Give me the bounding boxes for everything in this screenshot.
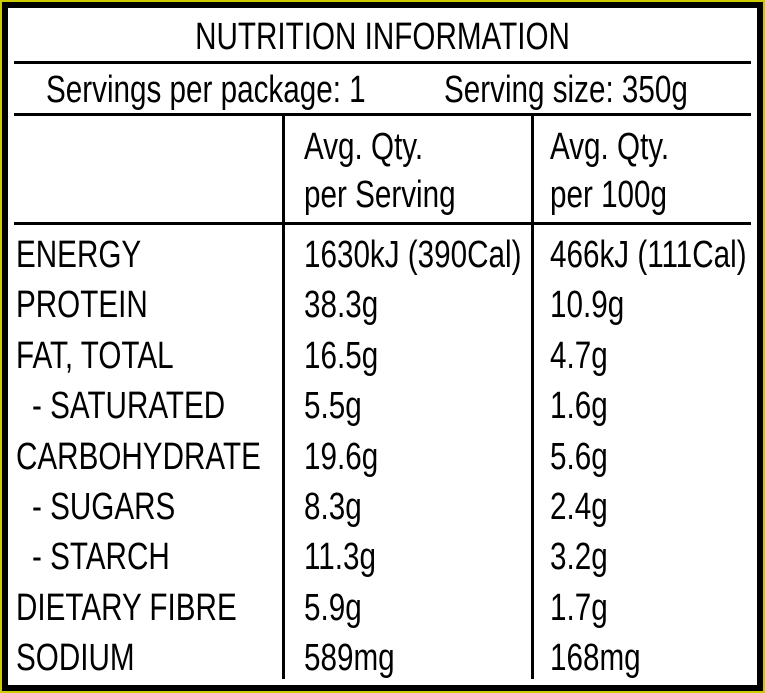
nutrient-name: FAT, TOTAL [16, 334, 174, 377]
nutrient-value: 4.7g [550, 334, 608, 377]
column-header: per 100g [550, 174, 668, 216]
nutrient-name: - SATURATED [32, 385, 226, 428]
nutrient-value: 5.6g [550, 435, 608, 478]
divider [14, 113, 751, 116]
column-divider [282, 116, 285, 679]
servings: Servings per package: 1 [46, 69, 366, 111]
column-header: Avg. Qty. [304, 126, 424, 168]
nutrient-value: 1630kJ (390Cal) [304, 234, 522, 276]
nutrient-value: 3.2g [550, 536, 608, 579]
nutrient-value: 5.9g [304, 586, 362, 629]
nutrient-name: - STARCH [32, 536, 170, 579]
divider [14, 61, 751, 64]
divider [14, 222, 751, 225]
column-header: Avg. Qty. [550, 126, 670, 168]
nutrient-value: 11.3g [304, 536, 376, 579]
nutrient-value: 1.7g [550, 586, 608, 629]
nutrient-value: 8.3g [304, 486, 362, 528]
column-header: per Serving [304, 174, 456, 216]
nutrient-value: 5.5g [304, 385, 362, 428]
nutrient-name: PROTEIN [16, 284, 148, 327]
nutrient-value: 38.3g [304, 284, 379, 327]
nutrient-value: 589mg [304, 637, 395, 680]
nutrient-value: 19.6g [304, 435, 379, 478]
title: NUTRITION INFORMATION [195, 16, 570, 58]
nutrient-name: CARBOHYDRATE [16, 435, 261, 478]
nutrient-value: 168mg [550, 637, 641, 680]
nutrient-value: 16.5g [304, 334, 379, 377]
nutrient-name: DIETARY FIBRE [16, 586, 237, 629]
nutrient-name: SODIUM [16, 637, 135, 680]
nutrient-value: 2.4g [550, 486, 608, 528]
nutrient-value: 10.9g [550, 284, 625, 327]
nutrient-name: - SUGARS [32, 486, 176, 528]
column-divider [531, 116, 534, 679]
nutrient-name: ENERGY [16, 234, 142, 276]
nutrient-value: 466kJ (111Cal) [550, 234, 747, 276]
serving-size: Serving size: 350g [444, 69, 688, 111]
nutrient-value: 1.6g [550, 385, 608, 428]
